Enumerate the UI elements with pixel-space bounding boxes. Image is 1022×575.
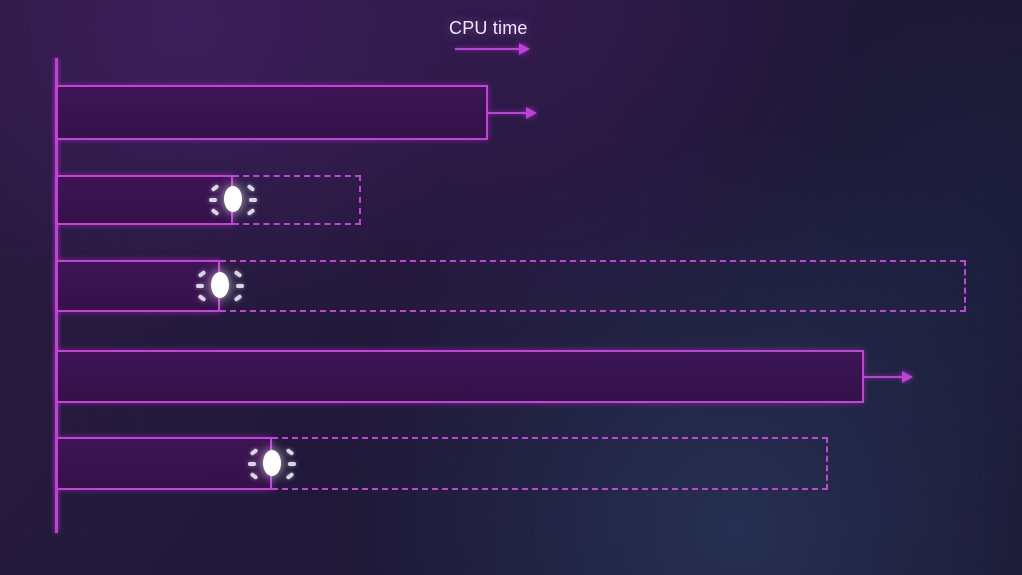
- spark-bulb-icon-3: [196, 263, 244, 309]
- bar-continues-arrow-head-4: [902, 370, 913, 383]
- bar-measured-2[interactable]: [56, 175, 233, 225]
- bar-projected-2: [233, 175, 361, 225]
- cpu-time-direction-arrow-shaft: [455, 48, 521, 50]
- bar-projected-5: [272, 437, 828, 490]
- spark-bulb-icon-2: [209, 177, 257, 223]
- cpu-time-direction-arrow-head: [519, 43, 530, 55]
- page-title: CPU time: [449, 18, 528, 38]
- bar-continues-arrow-shaft-4: [864, 375, 902, 378]
- spark-bulb-icon-5: [248, 441, 296, 487]
- bar-continues-arrow-head-1: [526, 106, 537, 119]
- bar-measured-3[interactable]: [56, 260, 220, 312]
- bar-continues-arrow-shaft-1: [488, 111, 526, 114]
- bar-projected-3: [220, 260, 966, 312]
- bar-measured-1[interactable]: [56, 85, 488, 140]
- bar-measured-4[interactable]: [56, 350, 864, 403]
- bar-measured-5[interactable]: [56, 437, 272, 490]
